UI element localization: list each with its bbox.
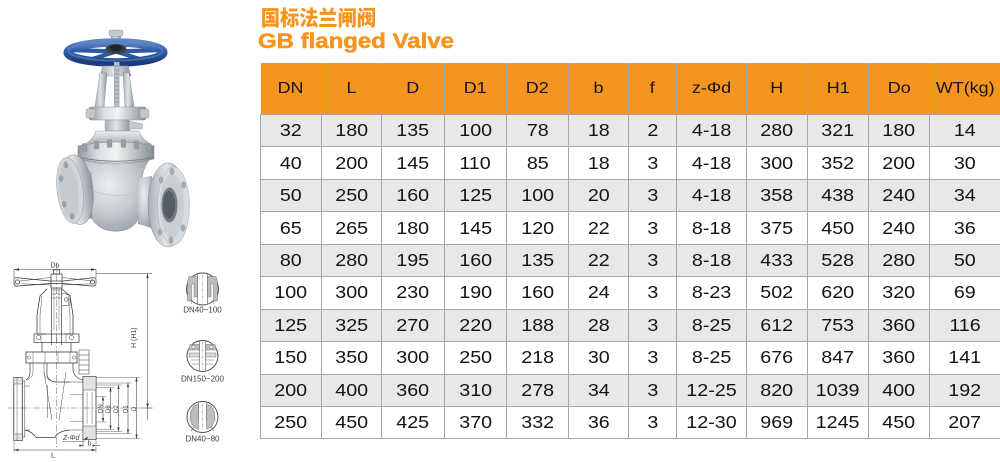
- svg-text:DN40~80: DN40~80: [185, 435, 220, 444]
- svg-text:Z-Φd: Z-Φd: [62, 435, 80, 442]
- svg-text:DN: DN: [98, 404, 104, 413]
- svg-text:DN40~100: DN40~100: [183, 306, 222, 315]
- svg-text:b: b: [88, 441, 92, 448]
- svg-text:DN150~200: DN150~200: [181, 375, 224, 384]
- svg-text:D1: D1: [123, 405, 129, 413]
- svg-text:Do: Do: [51, 262, 60, 269]
- svg-text:L: L: [51, 451, 55, 460]
- svg-text:D: D: [132, 406, 138, 411]
- svg-text:H (H1): H (H1): [131, 327, 138, 348]
- svg-text:D2: D2: [114, 405, 120, 413]
- svg-text:D6: D6: [106, 405, 112, 413]
